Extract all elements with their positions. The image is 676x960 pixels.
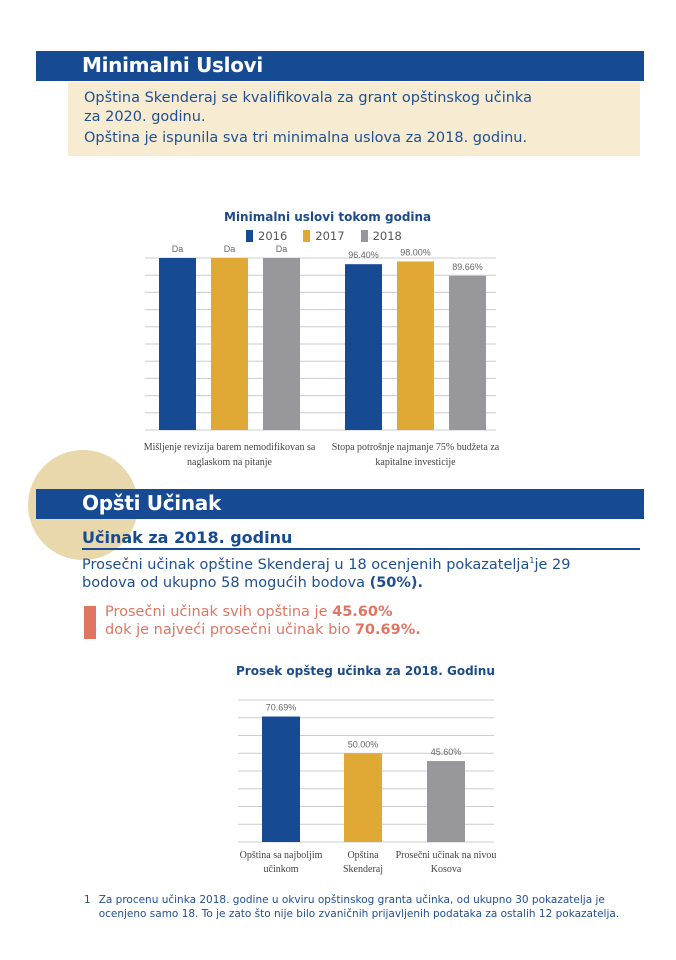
highlight-bar <box>84 606 96 639</box>
legend-item: 2018 <box>360 229 402 243</box>
data-label: Da <box>276 244 288 254</box>
qualification-box: Opština Skenderaj se kvalifikovala za gr… <box>68 82 640 156</box>
bar <box>159 258 196 430</box>
box-text-line: za 2020. godinu. <box>84 109 206 125</box>
category-label: Opština <box>347 850 379 861</box>
box-text-line: Opština je ispunila sva tri minimalna us… <box>84 130 528 146</box>
section-title: Minimalni Uslovi <box>82 53 263 77</box>
category-label: Skenderaj <box>343 864 383 875</box>
legend-item: 2017 <box>303 229 345 243</box>
section-title: Opšti Učinak <box>82 491 221 515</box>
section-header-general-performance: Opšti Učinak <box>36 489 644 519</box>
bar <box>263 258 300 430</box>
subsection-title: Učinak za 2018. godinu <box>82 528 293 547</box>
data-label: 98.00% <box>400 247 431 257</box>
bar <box>345 264 382 430</box>
category-label: Mišljenje revizija barem nemodifikovan s… <box>144 442 316 453</box>
data-label: Da <box>224 244 236 254</box>
box-text-line: Opština Skenderaj se kvalifikovala za gr… <box>84 90 532 106</box>
chart-minimal-conditions: Da Da Da Mišljenje revizija barem nemodifik… <box>144 244 500 468</box>
footnote-ref: 1 <box>529 556 535 565</box>
bar <box>344 753 382 842</box>
footnote: 1 Za procenu učinka 2018. godine u okvir… <box>84 893 619 921</box>
footnote-row: 1 Za procenu učinka 2018. godine u okvir… <box>84 893 619 921</box>
data-label: 70.69% <box>266 703 297 713</box>
subsection-rule <box>82 548 640 550</box>
category-label: Prosečni učinak na nivou <box>396 850 497 861</box>
chart-average-performance: 70.69% Opština sa najboljim učinkom 50.00% O… <box>238 699 497 875</box>
bar <box>449 275 486 430</box>
legend-swatch <box>303 230 311 242</box>
data-label: 50.00% <box>348 739 379 749</box>
legend-label: 2018 <box>372 229 402 243</box>
data-label: Da <box>172 244 184 254</box>
category-label: učinkom <box>264 864 299 875</box>
category-label: Kosova <box>431 864 462 875</box>
data-label: 45.60% <box>431 747 462 757</box>
chart-title: Prosek opšteg učinka za 2018. Godinu <box>236 664 495 678</box>
category-label: Stopa potrošnje najmanje 75% budžeta za <box>332 442 500 453</box>
bar <box>262 716 300 842</box>
category-label: kapitalne investicije <box>375 457 456 468</box>
section-header-minimal-conditions: Minimalni Uslovi <box>36 51 644 81</box>
footnote-number: 1 <box>84 894 91 906</box>
category-label: naglaskom na pitanje <box>187 457 273 468</box>
data-label: 96.40% <box>348 250 379 260</box>
legend-label: 2017 <box>315 229 345 243</box>
legend-label: 2016 <box>258 229 288 243</box>
legend-swatch <box>360 230 368 242</box>
highlight-text-line: dok je najveći prosečni učinak bio 70.69… <box>105 622 421 638</box>
footnote-line: Za procenu učinka 2018. godine u okviru … <box>98 894 605 906</box>
performance-text-line: Prosečni učinak opštine Skenderaj u 18 o… <box>82 556 571 573</box>
footnote-line: ocenjeno samo 18. To je zato što nije bi… <box>98 908 620 920</box>
bar <box>397 261 434 430</box>
legend-swatch <box>246 230 253 242</box>
chart-legend: 2016 2017 2018 <box>246 229 402 243</box>
category-label: Opština sa najboljim <box>240 850 323 861</box>
highlight-text-line: Prosečni učinak svih opština je 45.60% <box>105 604 393 620</box>
bar <box>211 258 248 430</box>
chart-title: Minimalni uslovi tokom godina <box>224 210 432 224</box>
data-label: 89.66% <box>452 262 483 272</box>
performance-text-line: bodova od ukupno 58 mogućih bodova (50%)… <box>82 575 424 591</box>
bar <box>427 761 465 842</box>
legend-item: 2016 <box>246 229 287 243</box>
